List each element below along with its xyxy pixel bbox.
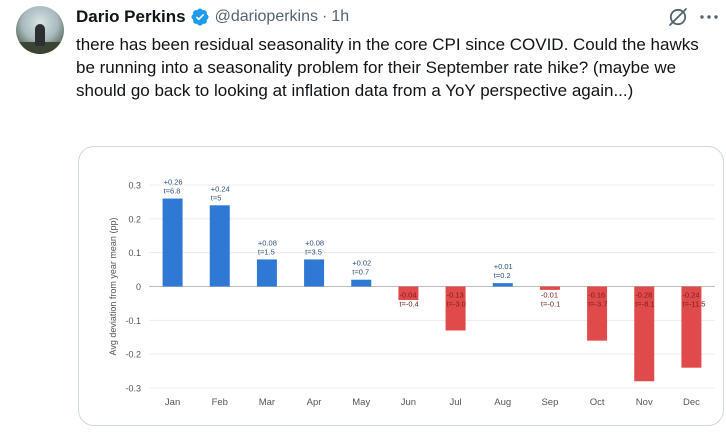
x-tick-label: Mar [259,397,275,408]
x-tick-label: Sep [541,397,558,408]
x-tick-label: Jan [165,397,180,408]
x-tick-label: Oct [590,397,605,408]
bar-nov [634,286,655,382]
bar-jul [445,286,466,331]
avatar-ground [16,42,64,54]
value-label: -0.13 [447,291,464,300]
t-stat-label: t=3.5 [305,247,322,256]
t-stat-label: t=0.2 [494,271,511,280]
bar-sep [539,286,560,290]
bar-mar [256,259,277,287]
y-tick-label: 0.3 [128,181,141,191]
t-stat-label: t=1.5 [258,247,275,256]
t-stat-label: t=-0.4 [399,300,418,309]
value-label: +0.08 [258,238,277,247]
bar-dec [681,286,702,368]
t-stat-label: t=-0.1 [541,300,560,309]
value-label: -0.04 [399,291,416,300]
value-label: -0.24 [682,291,699,300]
bar-chart: 0.3 0.2 0.1 0 -0.1 -0.2 -0.3 Avg deviation from… [108,178,715,408]
y-axis-label: Avg deviation from year mean (pp) [108,218,118,356]
grok-icon[interactable] [666,5,690,29]
value-label: -0.16 [588,291,605,300]
t-stat-label: t=6.8 [164,187,181,196]
y-tick-label: 0.2 [128,214,141,224]
x-tick-label: Aug [494,397,511,408]
value-label: -0.01 [541,291,558,300]
value-label: +0.01 [494,262,513,271]
avatar[interactable] [16,6,64,54]
bar-may [351,279,372,287]
value-label: +0.08 [305,238,324,247]
x-tick-label: May [352,397,370,408]
t-stat-label: t=5 [211,193,222,202]
author-name[interactable]: Dario Perkins [76,7,186,26]
y-tick-label: 0.1 [128,248,141,258]
x-tick-label: Apr [307,397,322,408]
post-time[interactable]: 1h [331,8,350,25]
y-tick-label: -0.3 [125,384,141,394]
t-stat-label: t=-3.7 [588,300,607,309]
bar-feb [209,205,230,287]
x-tick-label: Feb [212,397,228,408]
y-tick-label: -0.2 [125,350,141,360]
avatar-figure [35,24,45,46]
bar-oct [587,286,608,341]
t-stat-label: t=-3.0 [447,300,466,309]
more-icon[interactable] [697,5,721,29]
tweet-header: Dario Perkins @darioperkins · 1h [76,6,349,28]
value-label: +0.24 [211,184,230,193]
chart-image[interactable]: 0.3 0.2 0.1 0 -0.1 -0.2 -0.3 Avg deviation from… [78,146,724,426]
author-handle[interactable]: @darioperkins [214,8,319,25]
x-tick-label: Dec [683,397,700,408]
x-tick-label: Nov [636,397,653,408]
bar-aug [492,283,513,287]
value-label: -0.28 [635,291,652,300]
bar-jan [162,198,183,287]
y-tick-label: -0.1 [125,316,141,326]
bar-apr [304,259,325,287]
value-label: +0.02 [352,259,371,268]
t-stat-label: t=-11.5 [682,300,705,309]
t-stat-label: t=0.7 [352,268,369,277]
value-label: +0.26 [164,178,183,187]
x-tick-label: Jul [450,397,462,408]
y-tick-label: 0 [136,282,141,292]
tweet-text: there has been residual seasonality in t… [76,35,699,100]
bar-jun [398,286,419,301]
header-separator: · [322,8,328,25]
t-stat-label: t=-8.1 [635,300,654,309]
x-tick-label: Jun [401,397,416,408]
verified-badge-icon [191,8,209,26]
